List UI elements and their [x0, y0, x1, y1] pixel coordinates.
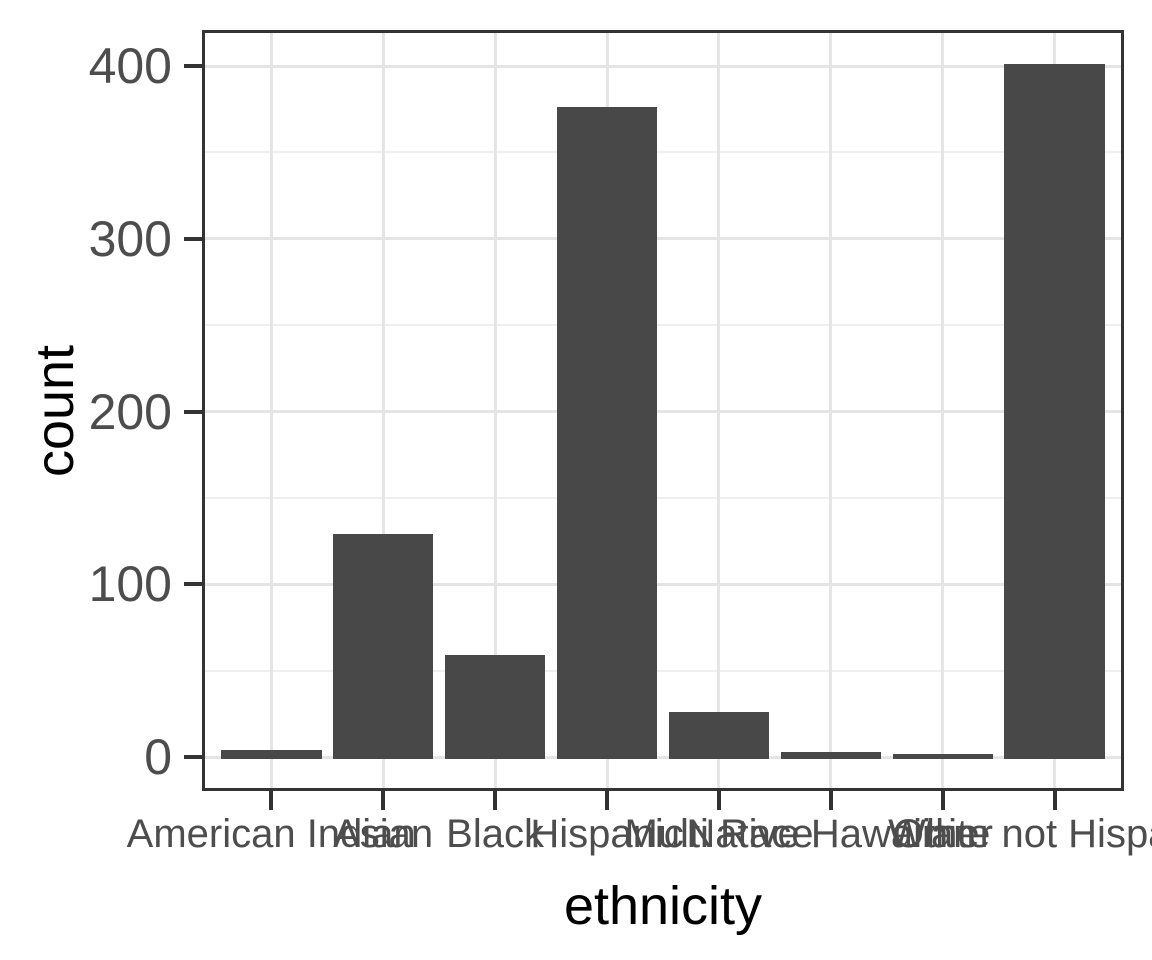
bar	[1004, 64, 1106, 759]
category-gridline	[717, 32, 721, 789]
y-tick-label: 0	[144, 729, 172, 785]
minor-gridline	[204, 669, 1122, 672]
x-tick-label: American Indian	[126, 812, 416, 856]
y-tick-label: 400	[88, 38, 172, 94]
x-axis-tick	[716, 789, 721, 810]
x-axis-tick	[1052, 789, 1057, 810]
category-gridline	[269, 32, 273, 789]
major-gridline	[204, 64, 1122, 68]
bar	[444, 655, 546, 759]
y-axis-tick	[184, 582, 204, 587]
category-gridline	[829, 32, 833, 789]
y-tick-label: 200	[88, 383, 172, 440]
x-tick-label: Native Hawaiian	[686, 812, 976, 856]
major-gridline	[204, 410, 1122, 413]
bar	[668, 712, 770, 759]
x-tick-label: Multi Race	[624, 812, 814, 856]
y-tick-label: 300	[88, 210, 172, 267]
x-axis-tick	[493, 789, 498, 810]
bar	[892, 753, 994, 759]
x-axis-tick	[828, 789, 833, 810]
major-gridline	[204, 237, 1122, 241]
category-gridline	[493, 32, 497, 789]
y-axis-tick	[184, 409, 204, 414]
bar	[220, 750, 322, 759]
x-tick-label: White not Hispanic	[888, 812, 1152, 856]
y-tick-label: 100	[88, 556, 172, 613]
category-gridline	[381, 32, 385, 789]
bar	[332, 534, 434, 759]
x-axis-tick	[269, 789, 274, 810]
x-axis-tick	[381, 789, 386, 810]
major-gridline	[204, 582, 1122, 586]
major-gridline	[204, 755, 1122, 759]
x-tick-label: Hispanic	[530, 812, 684, 856]
minor-gridline	[204, 496, 1122, 499]
bar	[780, 751, 882, 759]
y-axis-tick	[184, 64, 204, 68]
category-gridline	[941, 32, 945, 789]
x-tick-label: Black	[446, 812, 544, 856]
x-axis-tick	[940, 789, 945, 810]
minor-gridline	[204, 324, 1122, 327]
x-tick-label: Asian	[333, 812, 434, 856]
minor-gridline	[204, 151, 1122, 154]
y-axis-tick	[184, 236, 204, 241]
y-axis-tick	[184, 755, 204, 759]
x-axis-title: ethnicity	[563, 876, 763, 936]
x-axis-tick	[605, 789, 610, 810]
x-tick-label: Other	[892, 812, 993, 856]
bar	[556, 107, 658, 759]
y-axis-title: count	[25, 344, 85, 477]
